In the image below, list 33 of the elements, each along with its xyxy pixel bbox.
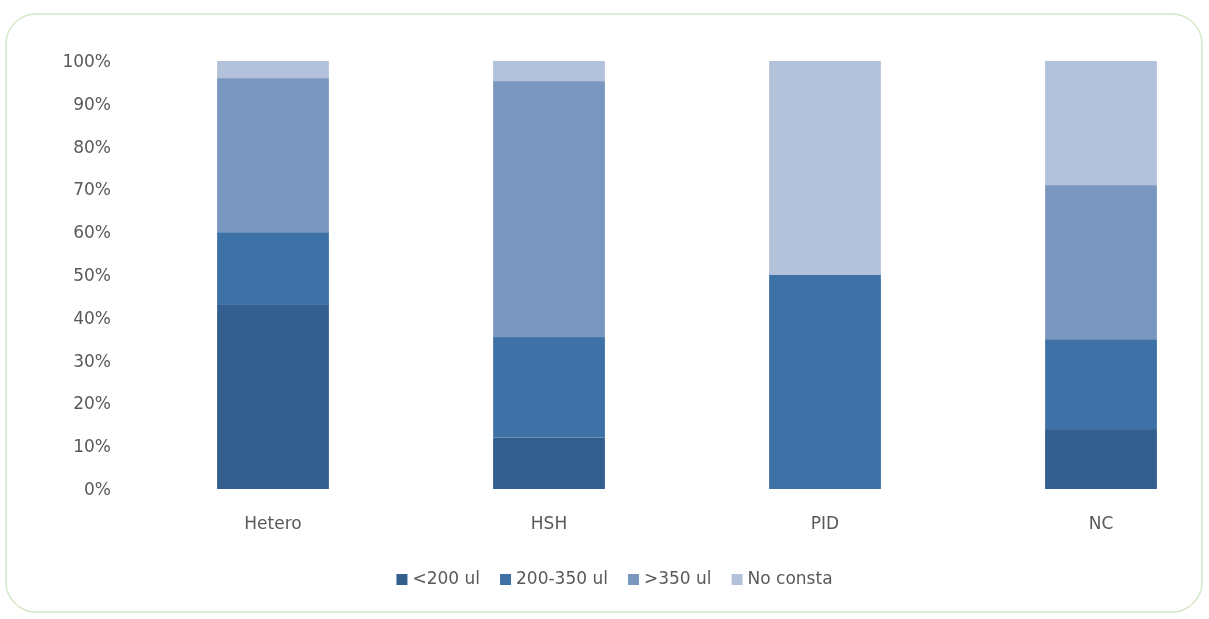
y-tick-label: 20% (73, 393, 111, 414)
x-tick-label: NC (1088, 513, 1114, 534)
x-tick-label: HSH (530, 513, 568, 534)
x-tick-label: Hetero (244, 513, 302, 534)
bar (493, 437, 605, 489)
legend-label: >350 ul (643, 568, 712, 588)
legend-label: 200-350 ul (516, 568, 608, 588)
y-tick-label: 0% (84, 478, 111, 499)
y-tick-label: 100% (62, 50, 111, 71)
bar (493, 61, 605, 82)
y-tick-label: 10% (73, 436, 111, 457)
bar (493, 337, 605, 438)
bar (217, 61, 329, 79)
bar (1045, 429, 1157, 489)
y-tick-label: 90% (73, 93, 111, 114)
bar (769, 61, 881, 275)
y-tick-label: 30% (73, 350, 111, 371)
y-tick-label: 40% (73, 307, 111, 328)
y-tick-label: 80% (73, 136, 111, 157)
legend-label: No consta (747, 568, 833, 588)
bar (217, 78, 329, 233)
bar (769, 275, 881, 489)
legend-label: <200 ul (412, 568, 481, 588)
x-tick-label: PID (810, 513, 840, 534)
y-tick-label: 50% (73, 264, 111, 285)
bar (493, 81, 605, 338)
bar (1045, 61, 1157, 186)
bar (1045, 339, 1157, 430)
y-tick-label: 60% (73, 222, 111, 243)
bar (217, 232, 329, 305)
bar (217, 304, 329, 489)
bar (1045, 185, 1157, 340)
y-tick-label: 70% (73, 179, 111, 200)
